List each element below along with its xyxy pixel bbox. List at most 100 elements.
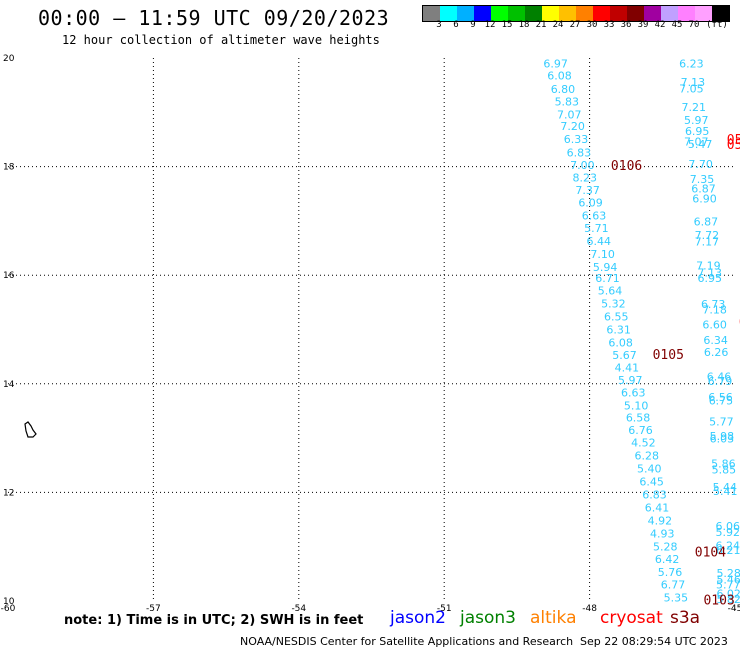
color-swatch: [695, 6, 712, 21]
wave-height-value: 5.28: [653, 541, 678, 554]
wave-height-value: 7.72: [695, 229, 720, 242]
wave-height-value: 6.28: [635, 449, 660, 462]
color-scale-label: 3: [436, 20, 442, 30]
wave-height-value: 6.03: [710, 433, 735, 446]
satellite-cryosat: cryosat: [600, 608, 663, 628]
wave-height-value: 5.92: [715, 526, 740, 539]
wave-height-value: 5.35: [664, 592, 689, 605]
wave-height-value: 7.17: [695, 236, 720, 249]
wave-height-value: 7.70: [688, 158, 713, 171]
wave-height-value: 6.73: [701, 298, 726, 311]
x-tick-label: -60: [1, 604, 16, 614]
wave-height-value: 6.76: [628, 424, 653, 437]
wave-height-value: 6.31: [606, 324, 631, 337]
wave-height-value: 7.05: [679, 82, 704, 95]
wave-height-value: 5.41: [713, 485, 738, 498]
color-scale-label: 9: [470, 20, 476, 30]
wave-height-value: 5.47: [688, 138, 713, 151]
y-tick-label: 14: [3, 380, 15, 390]
wave-height-value: 7.13: [698, 266, 723, 279]
wave-height-value: 4.52: [631, 436, 656, 449]
pass-time-labels: 01060105010401030529052905205100: [611, 133, 740, 608]
color-swatch: [491, 6, 508, 21]
wave-height-value: 6.08: [547, 69, 572, 82]
wave-height-value: 4.92: [648, 515, 673, 528]
wave-height-value: 6.95: [685, 125, 710, 138]
color-swatch: [610, 6, 627, 21]
axis-ticks: -60 -57 -54 -51 -48 -45 20 18 16 14 12 10: [1, 54, 740, 614]
color-scale-label: (ft): [706, 20, 728, 30]
color-scale-label: 12: [484, 20, 496, 30]
wave-height-value: 5.64: [598, 284, 623, 297]
satellite-jason3: jason3: [460, 608, 516, 628]
wave-height-value: 8.23: [573, 171, 598, 184]
wave-height-value: 6.33: [564, 133, 589, 146]
x-tick-label: -51: [437, 604, 452, 614]
pass-time-label: 0105: [653, 348, 684, 363]
wave-height-value: 5.67: [612, 349, 637, 362]
wave-height-value: 6.06: [715, 520, 740, 533]
wave-height-value: 5.83: [555, 95, 580, 108]
wave-height-value: 5.77: [716, 579, 740, 592]
wave-height-value: 6.97: [543, 57, 568, 70]
wave-height-value: 6.42: [655, 553, 680, 566]
wave-height-value: 7.37: [575, 184, 600, 197]
wave-height-value: 5.82: [716, 593, 740, 606]
wave-height-value: 7.07: [557, 108, 582, 121]
wave-height-value: 5.94: [593, 261, 618, 274]
wave-height-value: 6.23: [679, 57, 704, 70]
wave-height-value: 5.86: [711, 458, 736, 471]
x-tick-label: -48: [582, 604, 597, 614]
wave-height-value: 5.97: [618, 374, 643, 387]
wave-height-value: 5.76: [658, 566, 683, 579]
wave-height-value: 5.98: [710, 430, 735, 443]
map-grid: [8, 58, 735, 601]
satellite-s3a: s3a: [670, 608, 701, 628]
wave-height-value: 5.85: [712, 464, 737, 477]
wave-height-value: 6.87: [694, 215, 719, 228]
color-scale-label: 27: [569, 20, 581, 30]
wave-height-value: 7.21: [682, 101, 707, 114]
wave-height-value: 6.56: [708, 391, 733, 404]
color-swatch: [508, 6, 525, 21]
pass-time-label: 0529: [727, 133, 740, 148]
wave-height-value: 7.10: [590, 248, 615, 261]
color-swatch: [457, 6, 474, 21]
wave-height-value: 6.26: [704, 346, 729, 359]
wave-height-value: 7.19: [696, 259, 721, 272]
wave-height-value: 6.63: [582, 209, 607, 222]
wave-height-labels: 6.976.086.805.837.077.206.336.837.008.23…: [543, 57, 740, 605]
wave-height-value: 6.83: [567, 146, 592, 159]
color-swatch: [559, 6, 576, 21]
color-scale-label: 24: [552, 20, 564, 30]
wave-height-value: 5.40: [637, 463, 662, 476]
color-swatch: [576, 6, 593, 21]
wave-height-value: 6.09: [578, 196, 603, 209]
wave-height-value: 5.32: [601, 297, 626, 310]
units-note: note: 1) Time is in UTC; 2) SWH is in fe…: [64, 613, 364, 628]
generated-timestamp: Sep 22 08:29:54 UTC 2023: [580, 635, 728, 648]
wave-height-value: 5.28: [716, 567, 740, 580]
color-swatch: [593, 6, 610, 21]
wave-height-value: 6.77: [661, 579, 686, 592]
color-scale-label: 45: [671, 20, 683, 30]
color-swatch: [423, 6, 440, 21]
wave-height-value: 6.21: [716, 544, 740, 557]
wave-height-value: 5.46: [716, 573, 740, 586]
color-swatch: [474, 6, 491, 21]
wave-height-value: 6.55: [604, 310, 629, 323]
color-scale-label: 30: [586, 20, 598, 30]
color-scale-label: 42: [654, 20, 666, 30]
wave-height-value: 7.35: [690, 173, 715, 186]
color-scale-label: 33: [603, 20, 615, 30]
y-tick-label: 12: [3, 488, 14, 498]
color-swatch: [661, 6, 678, 21]
wave-height-value: 6.83: [642, 489, 667, 502]
color-scale-label: 39: [637, 20, 649, 30]
wave-height-value: 7.00: [570, 159, 595, 172]
color-swatch: [712, 6, 729, 21]
wave-height-value: 6.60: [702, 319, 727, 332]
x-tick-label: -54: [291, 604, 306, 614]
wave-height-value: 5.44: [713, 481, 738, 494]
wave-height-value: 7.18: [702, 303, 727, 316]
